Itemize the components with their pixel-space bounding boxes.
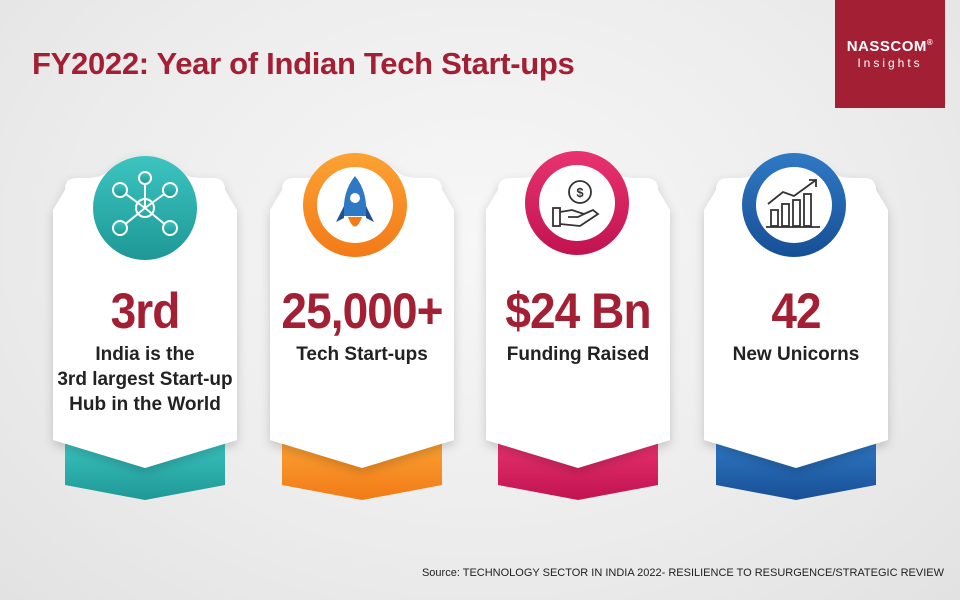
card-1-value: 3rd: [110, 283, 181, 339]
card-1-panel: [53, 156, 237, 468]
card-1: [53, 156, 237, 500]
card-3-text: $24 Bn Funding Raised: [478, 282, 678, 367]
logo-subtitle: Insights: [857, 56, 923, 70]
card-1-label-line-3: Hub in the World: [69, 394, 221, 415]
card-2-value: 25,000+: [281, 283, 443, 339]
card-2-label: Tech Start-ups: [296, 344, 428, 365]
money-hand-icon: $: [552, 180, 600, 227]
card-3: $: [486, 151, 670, 500]
card-3-value: $24 Bn: [505, 283, 651, 339]
card-1-text: 3rd India is the 3rd largest Start-up Hu…: [45, 282, 245, 417]
card-4-text: 42 New Unicorns: [696, 282, 896, 367]
logo-registered-mark: ®: [926, 38, 934, 47]
page-title: FY2022: Year of Indian Tech Start-ups: [32, 46, 575, 81]
card-4: [704, 153, 888, 500]
card-2-text: 25,000+ Tech Start-ups: [262, 282, 462, 367]
nasscom-logo: NASSCOM® Insights: [835, 0, 945, 108]
card-4-panel: [704, 156, 888, 468]
card-4-label: New Unicorns: [732, 344, 860, 365]
rocket-icon: [336, 176, 374, 227]
card-4-value: 42: [771, 283, 821, 339]
network-people-icon: [112, 171, 178, 236]
source-note: Source: TECHNOLOGY SECTOR IN INDIA 2022-…: [421, 567, 944, 579]
logo-name: NASSCOM: [846, 38, 927, 55]
growth-chart-icon: [766, 179, 820, 228]
card-3-panel: [486, 156, 670, 468]
card-1-label-line-1: India is the: [95, 344, 195, 365]
svg-text:$: $: [576, 185, 584, 200]
card-3-label: Funding Raised: [506, 344, 650, 365]
card-2: [270, 153, 454, 500]
card-1-label-line-2: 3rd largest Start-up: [57, 369, 233, 390]
